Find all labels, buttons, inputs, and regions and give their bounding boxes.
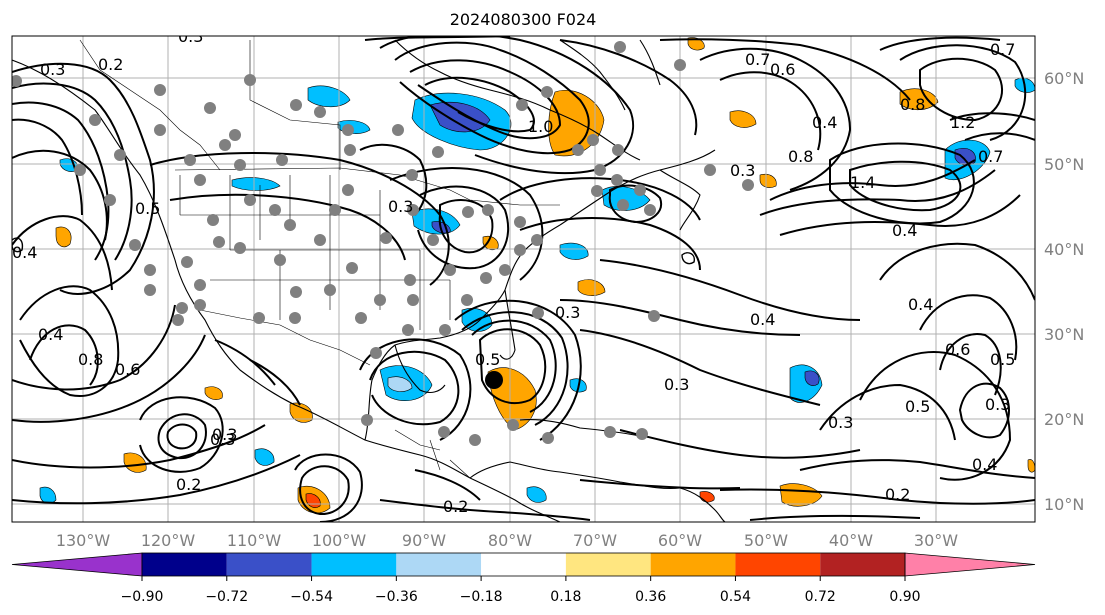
observation-stations (12, 41, 754, 446)
lat-label: 50°N (1044, 155, 1084, 174)
svg-text:0.4: 0.4 (972, 455, 997, 474)
svg-text:0.3: 0.3 (555, 303, 580, 322)
svg-text:0.2: 0.2 (98, 55, 123, 74)
positive-anomaly-shading (55, 37, 1035, 514)
svg-text:0.3: 0.3 (730, 161, 755, 180)
lon-label: 100°W (312, 531, 367, 550)
svg-text:0.3: 0.3 (178, 27, 203, 46)
svg-text:0.5: 0.5 (905, 397, 930, 416)
colorbar-tick-label: −0.90 (121, 589, 164, 605)
svg-text:0.6: 0.6 (945, 340, 970, 359)
svg-text:0.7: 0.7 (978, 147, 1003, 166)
svg-text:0.4: 0.4 (892, 221, 917, 240)
longitude-labels: 130°W 120°W 110°W 100°W 90°W 80°W 70°W 60°W 50°W… (56, 531, 958, 550)
svg-text:1.4: 1.4 (850, 173, 875, 192)
svg-text:0.4: 0.4 (908, 295, 933, 314)
colorbar-tick-label: −0.36 (375, 589, 418, 605)
lon-label: 50°W (744, 531, 788, 550)
svg-text:0.5: 0.5 (990, 350, 1015, 369)
lon-label: 110°W (227, 531, 282, 550)
svg-text:0.8: 0.8 (78, 350, 103, 369)
svg-text:0.6: 0.6 (770, 60, 795, 79)
contour-lines (12, 36, 1035, 522)
svg-text:0.6: 0.6 (115, 360, 140, 379)
lon-label: 80°W (488, 531, 532, 550)
colorbar-tick-label: −0.72 (205, 589, 248, 605)
figure-title: 2024080300 F024 (450, 10, 597, 29)
svg-text:0.3: 0.3 (985, 395, 1010, 414)
svg-text:0.5: 0.5 (475, 350, 500, 369)
lon-label: 130°W (56, 531, 111, 550)
lat-label: 40°N (1044, 240, 1084, 259)
lon-label: 30°W (914, 531, 958, 550)
svg-text:0.3: 0.3 (664, 375, 689, 394)
colorbar-tick-label: 0.90 (889, 589, 920, 605)
svg-text:0.7: 0.7 (745, 50, 770, 69)
graticule (12, 36, 1035, 522)
map-frame (11, 35, 1036, 523)
latitude-labels: 60°N 50°N 40°N 30°N 20°N 10°N (1044, 69, 1084, 514)
lon-label: 120°W (141, 531, 196, 550)
lon-label: 70°W (573, 531, 617, 550)
svg-text:0.4: 0.4 (12, 243, 37, 262)
svg-text:0.2: 0.2 (443, 497, 468, 516)
lat-label: 10°N (1044, 495, 1084, 514)
svg-text:0.4: 0.4 (812, 113, 837, 132)
svg-text:0.4: 0.4 (750, 310, 775, 329)
svg-text:0.3: 0.3 (210, 430, 235, 449)
lon-label: 40°W (829, 531, 873, 550)
contour-value-labels: 0.3 0.2 0.3 0.7 0.7 0.8 1.0 0.8 1.2 1.4 … (12, 27, 1015, 516)
svg-text:0.7: 0.7 (990, 40, 1015, 59)
svg-text:0.8: 0.8 (900, 95, 925, 114)
lon-label: 90°W (402, 531, 446, 550)
colorbar-tick-label: 0.18 (550, 589, 581, 605)
svg-text:0.3: 0.3 (388, 197, 413, 216)
colorbar-tick-label: 0.36 (635, 589, 666, 605)
svg-text:1.0: 1.0 (528, 117, 553, 136)
lat-label: 20°N (1044, 410, 1084, 429)
colorbar-tick-label: 0.54 (720, 589, 751, 605)
lon-label: 60°W (658, 531, 702, 550)
svg-text:0.2: 0.2 (885, 485, 910, 504)
colorbar: −0.90 −0.72 −0.54 −0.36 −0.18 0.18 0.36 0.54 0.7… (11, 552, 1036, 605)
colorbar-tick-label: 0.72 (805, 589, 836, 605)
svg-text:0.8: 0.8 (788, 147, 813, 166)
colorbar-tick-label: −0.18 (460, 589, 503, 605)
svg-text:1.2: 1.2 (950, 113, 975, 132)
svg-text:0.3: 0.3 (212, 425, 237, 444)
map-area: 0.3 0.2 0.3 0.7 0.7 0.8 1.0 0.8 1.2 1.4 … (12, 27, 1035, 522)
colorbar-tick-label: −0.54 (290, 589, 333, 605)
svg-text:0.2: 0.2 (176, 475, 201, 494)
cyclone-center-icon (485, 371, 503, 389)
svg-text:0.5: 0.5 (135, 199, 160, 218)
lat-label: 30°N (1044, 325, 1084, 344)
lat-label: 60°N (1044, 69, 1084, 88)
svg-text:0.3: 0.3 (40, 60, 65, 79)
svg-text:0.3: 0.3 (828, 413, 853, 432)
svg-text:0.4: 0.4 (38, 325, 63, 344)
